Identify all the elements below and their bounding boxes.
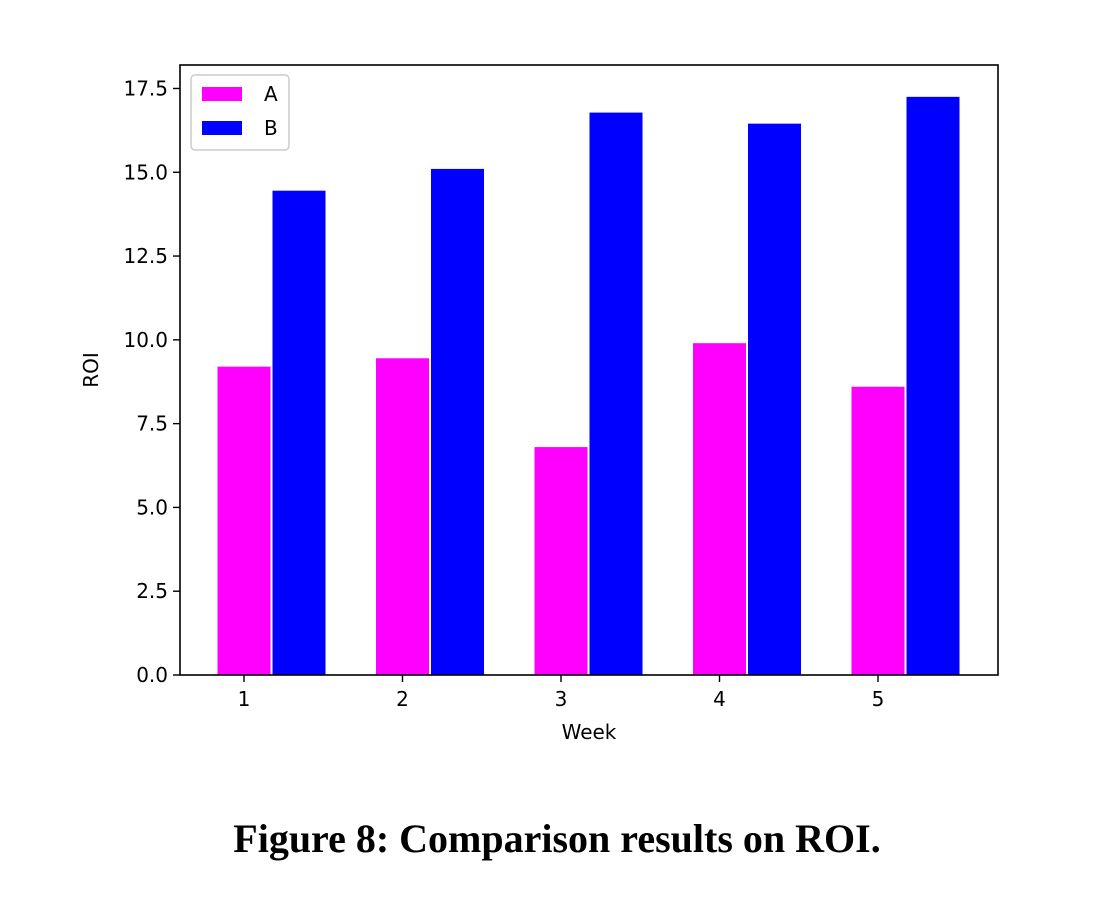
- x-tick-label: 3: [555, 687, 568, 711]
- y-tick-label: 12.5: [123, 244, 168, 268]
- x-axis-ticks: 1 2 3 4 5: [238, 675, 885, 711]
- bar-series-a-week-2: [376, 358, 429, 675]
- x-tick-label: 4: [713, 687, 726, 711]
- bar-series-a-week-1: [217, 366, 271, 675]
- legend-swatch-b: [202, 121, 242, 135]
- legend-label-a: A: [264, 82, 278, 106]
- y-tick-label: 15.0: [123, 160, 168, 184]
- bars-layer: [217, 96, 960, 676]
- y-tick-label: 2.5: [136, 579, 168, 603]
- bar-series-b-week-4: [748, 123, 801, 675]
- y-axis-label: ROI: [79, 352, 103, 388]
- x-tick-label: 1: [238, 687, 251, 711]
- legend-label-b: B: [264, 116, 278, 140]
- y-tick-label: 5.0: [136, 495, 168, 519]
- bar-series-a-week-4: [693, 343, 746, 675]
- bar-series-b-week-1: [272, 190, 326, 675]
- y-tick-label: 7.5: [136, 412, 168, 436]
- x-tick-label: 5: [872, 687, 885, 711]
- bar-series-b-week-3: [589, 112, 643, 676]
- y-axis-ticks: 0.0 2.5 5.0 7.5 10.0 12.5 15.0 17.5: [123, 76, 180, 687]
- bar-series-a-week-3: [534, 447, 588, 675]
- x-tick-label: 2: [396, 687, 409, 711]
- y-tick-label: 10.0: [123, 328, 168, 352]
- bar-series-a-week-5: [851, 386, 905, 675]
- plot-frame: [179, 64, 999, 676]
- bar-series-b-week-2: [431, 168, 484, 675]
- legend: A B: [190, 74, 290, 151]
- x-axis-label: Week: [562, 720, 617, 744]
- bar-series-b-week-5: [906, 96, 960, 676]
- y-tick-label: 17.5: [123, 76, 168, 100]
- y-tick-label: 0.0: [136, 663, 168, 687]
- legend-swatch-a: [202, 87, 242, 101]
- figure-caption: Figure 8: Comparison results on ROI.: [233, 816, 881, 861]
